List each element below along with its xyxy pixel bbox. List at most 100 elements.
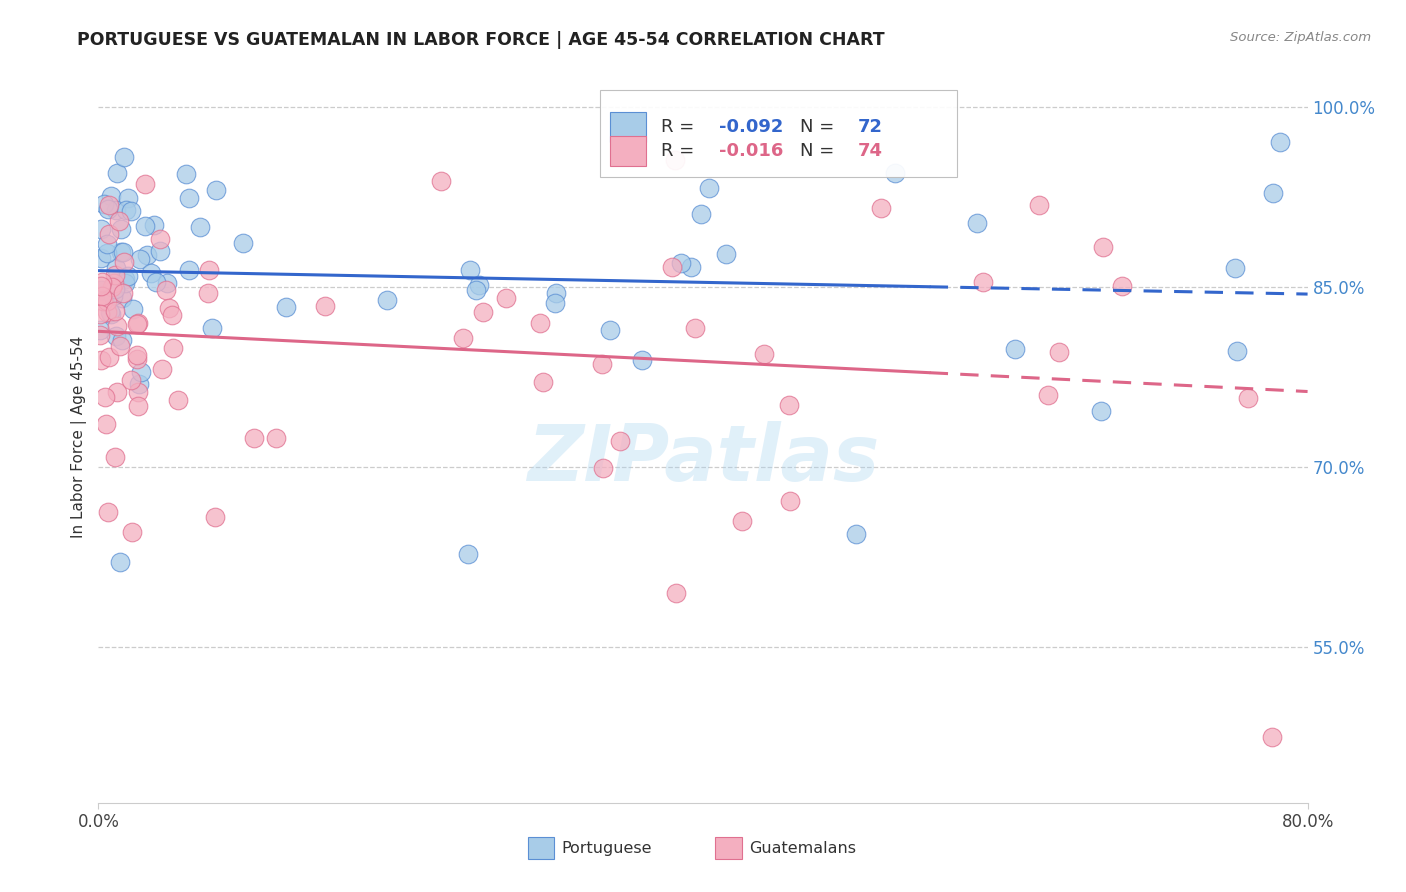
Point: [127, 399, 149, 413]
Point: [104, 260, 127, 275]
Text: N =: N =: [800, 118, 839, 136]
Point: [125, 351, 148, 366]
Point: [90, 353, 112, 368]
Y-axis label: In Labor Force | Age 45-54: In Labor Force | Age 45-54: [72, 336, 87, 538]
Point: [188, 220, 211, 235]
Point: [495, 292, 517, 306]
Text: Source: ZipAtlas.com: Source: ZipAtlas.com: [1230, 31, 1371, 45]
Point: [91, 294, 114, 309]
Point: [664, 153, 686, 167]
Point: [264, 431, 287, 445]
Point: [120, 204, 142, 219]
Point: [114, 272, 136, 286]
Point: [93, 391, 115, 405]
Point: [89, 323, 111, 337]
Point: [1092, 240, 1115, 254]
Text: PORTUGUESE VS GUATEMALAN IN LABOR FORCE | AGE 45-54 CORRELATION CHART: PORTUGUESE VS GUATEMALAN IN LABOR FORCE …: [77, 31, 884, 49]
Point: [529, 316, 551, 330]
Point: [197, 286, 219, 301]
Point: [544, 295, 567, 310]
Point: [96, 246, 118, 260]
Point: [111, 286, 134, 301]
Text: R =: R =: [661, 142, 700, 160]
Point: [100, 189, 122, 203]
Point: [162, 341, 184, 355]
Point: [1261, 186, 1284, 201]
Point: [96, 237, 118, 252]
Point: [1004, 343, 1026, 357]
Point: [108, 214, 131, 228]
Point: [274, 301, 297, 315]
Point: [1111, 279, 1133, 293]
Point: [779, 493, 801, 508]
Point: [98, 305, 121, 319]
Point: [1223, 260, 1246, 275]
Point: [430, 174, 453, 188]
Point: [883, 166, 905, 180]
Point: [90, 279, 112, 293]
Point: [127, 384, 149, 399]
Point: [90, 221, 112, 235]
Point: [731, 514, 754, 528]
Point: [108, 339, 131, 353]
Point: [1047, 345, 1070, 359]
Point: [96, 305, 118, 319]
Point: [142, 218, 165, 232]
Point: [845, 526, 868, 541]
Point: [631, 352, 654, 367]
Point: [471, 305, 494, 319]
Point: [111, 245, 134, 260]
Point: [139, 266, 162, 280]
Point: [870, 201, 893, 215]
Point: [167, 393, 190, 408]
Point: [131, 365, 153, 379]
Point: [89, 328, 111, 343]
Point: [591, 357, 613, 371]
Point: [232, 236, 254, 251]
Point: [458, 263, 481, 277]
Point: [134, 219, 156, 234]
Point: [197, 263, 219, 277]
FancyBboxPatch shape: [527, 838, 554, 859]
Point: [177, 262, 200, 277]
Point: [661, 260, 683, 274]
Point: [91, 276, 114, 290]
Point: [314, 299, 336, 313]
Point: [114, 277, 136, 291]
Point: [110, 222, 132, 236]
Point: [1268, 136, 1291, 150]
FancyBboxPatch shape: [600, 90, 957, 178]
Point: [117, 191, 139, 205]
FancyBboxPatch shape: [610, 112, 647, 143]
Point: [127, 348, 149, 362]
Point: [128, 377, 150, 392]
Point: [101, 289, 124, 303]
Point: [105, 385, 128, 400]
Point: [201, 320, 224, 334]
Text: 74: 74: [858, 142, 883, 160]
Point: [150, 362, 173, 376]
Point: [96, 293, 118, 308]
Point: [179, 191, 201, 205]
Point: [104, 303, 127, 318]
Point: [1090, 404, 1112, 418]
Point: [127, 317, 149, 331]
Point: [111, 333, 134, 347]
Point: [464, 283, 486, 297]
Point: [125, 317, 148, 331]
FancyBboxPatch shape: [610, 136, 647, 167]
Point: [100, 308, 122, 322]
Text: R =: R =: [661, 118, 700, 136]
Point: [97, 202, 120, 216]
Point: [136, 248, 159, 262]
Point: [149, 244, 172, 258]
Point: [159, 301, 181, 316]
Text: Guatemalans: Guatemalans: [749, 840, 856, 855]
Point: [531, 375, 554, 389]
FancyBboxPatch shape: [716, 838, 742, 859]
Point: [752, 347, 775, 361]
Point: [111, 291, 134, 305]
Point: [91, 289, 114, 303]
Point: [451, 331, 474, 345]
Point: [89, 307, 111, 321]
